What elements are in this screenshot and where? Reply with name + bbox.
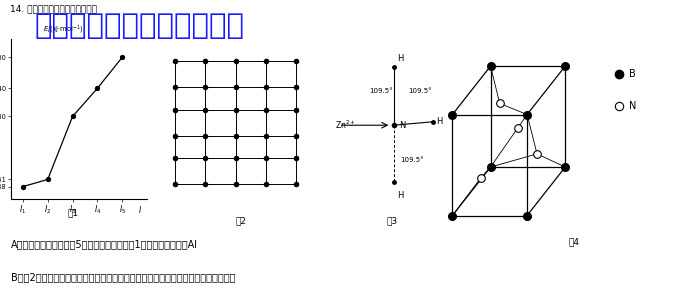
Text: 109.5°: 109.5°: [370, 88, 393, 94]
Text: B．图2表示石墨晶体结构，石墨晶体既存在共价键又存在范德华力，属于混合型品体: B．图2表示石墨晶体结构，石墨晶体既存在共价键又存在范德华力，属于混合型品体: [10, 272, 235, 282]
Text: Zn$^{2+}$: Zn$^{2+}$: [335, 119, 356, 131]
Text: 图4: 图4: [568, 238, 580, 247]
Text: B: B: [629, 69, 636, 79]
Text: A．第三周期某元素的前5个电子的电离能如图1所示，则该元素是Al: A．第三周期某元素的前5个电子的电离能如图1所示，则该元素是Al: [10, 239, 197, 249]
Text: 14. 根据图示，下列说法错误的是: 14. 根据图示，下列说法错误的是: [10, 4, 97, 13]
Text: $I$: $I$: [137, 204, 141, 215]
Text: H: H: [398, 54, 404, 63]
Text: 图2: 图2: [236, 217, 247, 226]
Text: N: N: [629, 102, 636, 111]
Text: 109.5°: 109.5°: [408, 88, 432, 94]
Text: 图1: 图1: [68, 208, 79, 217]
Text: H: H: [437, 117, 443, 126]
Text: 109.5°: 109.5°: [400, 157, 424, 163]
Text: 微信公众号关注：趣找答案: 微信公众号关注：趣找答案: [35, 12, 245, 40]
Text: N: N: [399, 121, 405, 130]
Text: $E$/(kJ·mol$^{-1}$): $E$/(kJ·mol$^{-1}$): [43, 23, 83, 36]
Text: 图3: 图3: [386, 217, 398, 226]
Text: H: H: [398, 191, 404, 200]
